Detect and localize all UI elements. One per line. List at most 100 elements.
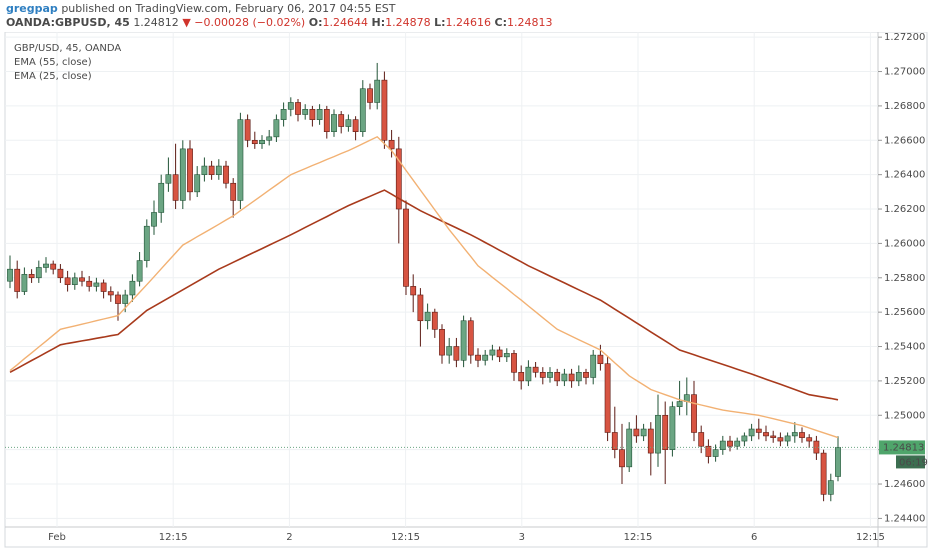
x-tick-label: 2 (286, 532, 292, 543)
candle-body (777, 437, 784, 442)
candle-body (331, 114, 337, 132)
candle-body (619, 449, 625, 468)
candle-body (273, 119, 280, 138)
candle-body (230, 182, 237, 201)
y-tick-label: 1.26000 (884, 238, 925, 249)
candle-body (71, 277, 78, 285)
candle-body (741, 435, 748, 442)
candle-body (719, 440, 726, 450)
candle-body (367, 88, 373, 103)
candle-body (590, 354, 597, 378)
candle-body (727, 440, 733, 447)
candle-body (583, 372, 589, 378)
candle-body (503, 353, 510, 358)
candle-body (208, 165, 215, 175)
candle-body (259, 139, 265, 145)
candle-body (734, 440, 741, 447)
y-tick-label: 1.27000 (884, 67, 925, 78)
candle-body (547, 372, 553, 378)
published: published on TradingView.com, February 0… (61, 2, 396, 15)
candle-body (633, 428, 640, 437)
candle-body (691, 394, 697, 433)
candle-body (395, 148, 402, 210)
y-tick-label: 1.24400 (884, 513, 925, 524)
y-tick-label: 1.25800 (884, 273, 925, 284)
ohlc-value: 1.24813 (507, 16, 553, 29)
candle-body (611, 432, 618, 450)
candle-body (122, 294, 129, 304)
candle-body (7, 268, 13, 282)
candle-body (266, 136, 273, 141)
last-price-label: 1.24813 (883, 442, 924, 453)
candle-body (467, 320, 474, 356)
candle-body (604, 363, 611, 433)
last: 1.24812 (133, 16, 179, 29)
candle-body (21, 274, 28, 292)
x-tick-label: Feb (48, 532, 66, 543)
candle-body (518, 372, 525, 382)
candle-body (525, 366, 532, 382)
candle-body (424, 311, 431, 322)
candle-body (151, 212, 157, 227)
candle-body (496, 349, 503, 358)
candle-body (827, 480, 834, 495)
candle-body (345, 119, 352, 127)
candle-body (597, 354, 604, 365)
countdown: 06:19 (899, 457, 928, 468)
candle-body (511, 353, 517, 373)
y-tick-label: 1.26800 (884, 101, 925, 112)
change: −0.00028 (−0.02%) (194, 16, 306, 29)
candle-body (446, 346, 453, 356)
candle-body (86, 280, 93, 287)
x-tick-label: 12:15 (391, 532, 420, 543)
candle-body (698, 432, 705, 447)
ohlc-value: 1.24878 (385, 16, 431, 29)
candle-body (295, 102, 301, 115)
candle-body (323, 109, 330, 132)
candle-body (575, 372, 582, 382)
candle-body (223, 165, 229, 184)
candle-body (770, 435, 777, 438)
x-tick-label: 3 (519, 532, 525, 543)
candle-body (712, 449, 719, 457)
candle-body (194, 174, 201, 193)
candle-body (57, 268, 64, 279)
candle-body (158, 182, 165, 213)
x-tick-label: 12:15 (159, 532, 188, 543)
symbol: OANDA:GBPUSD, 45 (6, 16, 130, 29)
candle-body (165, 174, 172, 184)
candle-body (388, 139, 395, 150)
candle-body (439, 329, 445, 356)
candle-body (676, 401, 683, 407)
x-tick-label: 6 (751, 532, 757, 543)
chart: 1.244001.246001.248001.250001.252001.254… (4, 32, 928, 548)
candle-body (50, 263, 57, 270)
candle-body (93, 282, 100, 287)
candle-body (561, 373, 568, 382)
candle-body (374, 79, 381, 103)
candle-body (662, 414, 669, 450)
candle-body (201, 165, 208, 175)
candle-body (640, 428, 647, 437)
candle-body (215, 165, 222, 175)
candle-body (482, 354, 489, 361)
down-arrow: ▼ (182, 16, 191, 29)
ema-line (9, 189, 839, 401)
candle-body (302, 109, 309, 115)
candle-body (172, 174, 179, 201)
author[interactable]: gregpap (6, 2, 58, 15)
candle-body (352, 119, 359, 132)
legend-entry: EMA (55, close) (14, 57, 92, 68)
y-tick-label: 1.26600 (884, 135, 925, 146)
y-tick-label: 1.26200 (884, 204, 925, 215)
candle-body (35, 267, 42, 279)
frame (4, 32, 928, 548)
candle-body (431, 311, 438, 330)
grid (5, 32, 878, 527)
y-tick-label: 1.24600 (884, 479, 925, 490)
quote-line: OANDA:GBPUSD, 45 1.24812 ▼ −0.00028 (−0.… (6, 16, 553, 29)
candle-body (381, 79, 388, 141)
candle-body (453, 346, 460, 361)
candle-body (626, 428, 633, 468)
candle-body (784, 435, 791, 442)
